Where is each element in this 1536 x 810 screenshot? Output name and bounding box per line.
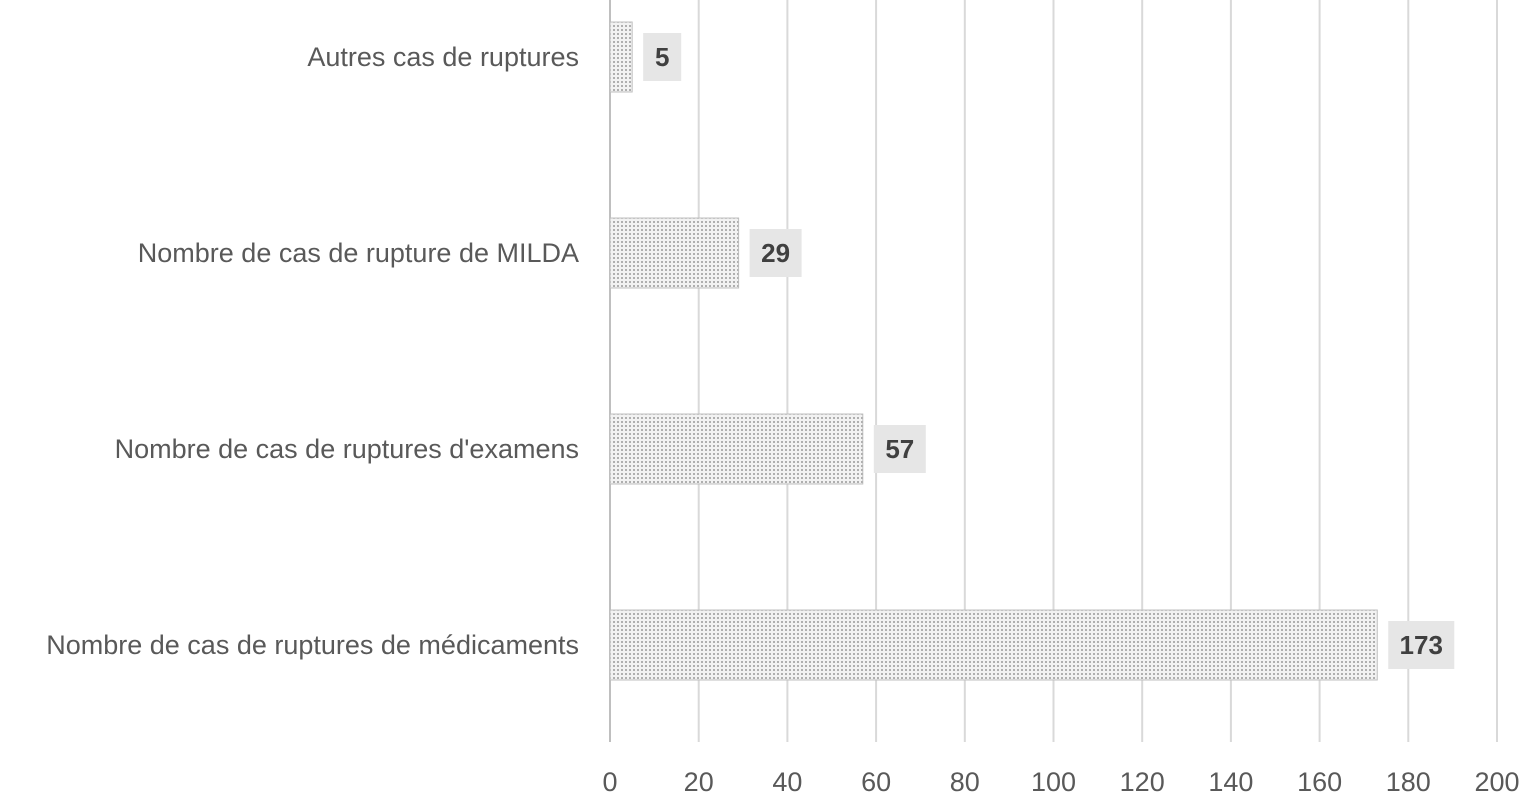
x-tick-label: 80	[950, 767, 980, 797]
bar	[609, 609, 1378, 681]
category-label: Autres cas de ruptures	[307, 42, 579, 72]
x-tick-label: 60	[861, 767, 891, 797]
bars	[609, 21, 1378, 681]
category-label: Nombre de cas de ruptures d'examens	[115, 434, 579, 464]
x-tick-label: 200	[1474, 767, 1519, 797]
x-tick-label: 140	[1208, 767, 1253, 797]
x-axis-tick-labels: 0 20 40 60 80 100 120 140 160 180 200	[602, 767, 1519, 797]
x-tick-label: 160	[1297, 767, 1342, 797]
data-labels: 5 29 57 173	[643, 33, 1455, 669]
data-label: 29	[761, 238, 790, 268]
data-label-box	[873, 425, 926, 473]
data-label-box	[643, 33, 682, 81]
data-label-box	[749, 229, 802, 277]
category-label: Nombre de cas de rupture de MILDA	[138, 238, 579, 268]
data-label-box	[1388, 621, 1455, 669]
x-tick-label: 100	[1031, 767, 1076, 797]
bar	[609, 21, 633, 93]
bar	[609, 413, 864, 485]
data-label: 5	[655, 42, 669, 72]
x-tick-label: 40	[772, 767, 802, 797]
bar	[609, 217, 740, 289]
category-labels: Autres cas de ruptures Nombre de cas de r…	[46, 42, 579, 660]
x-tick-label: 0	[602, 767, 617, 797]
data-label: 57	[885, 434, 914, 464]
x-tick-label: 20	[684, 767, 714, 797]
x-tick-label: 120	[1120, 767, 1165, 797]
x-tick-label: 180	[1386, 767, 1431, 797]
category-label: Nombre de cas de ruptures de médicaments	[46, 630, 579, 660]
data-label: 173	[1400, 630, 1443, 660]
gridlines	[609, 0, 1498, 742]
